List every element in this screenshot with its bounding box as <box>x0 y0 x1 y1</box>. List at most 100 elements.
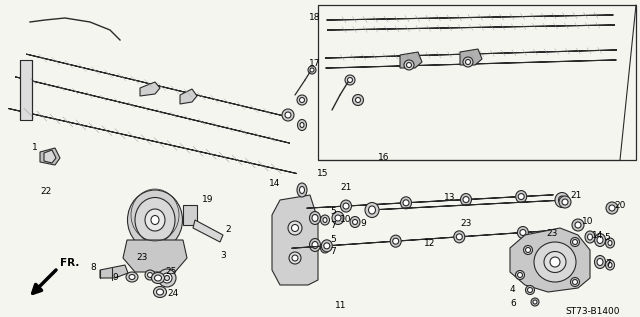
Ellipse shape <box>154 275 161 281</box>
Ellipse shape <box>310 211 321 224</box>
Ellipse shape <box>608 241 612 245</box>
Polygon shape <box>307 195 554 208</box>
Ellipse shape <box>520 230 526 236</box>
Ellipse shape <box>289 252 301 264</box>
Polygon shape <box>367 200 568 210</box>
Ellipse shape <box>324 243 330 249</box>
Ellipse shape <box>605 238 614 248</box>
Ellipse shape <box>154 287 166 297</box>
Text: 7: 7 <box>330 222 336 230</box>
Ellipse shape <box>164 275 170 281</box>
Text: 21: 21 <box>340 184 351 192</box>
Text: 22: 22 <box>40 187 51 197</box>
Ellipse shape <box>300 122 304 127</box>
Ellipse shape <box>456 234 462 240</box>
Text: 24: 24 <box>167 289 179 299</box>
Text: 6: 6 <box>510 299 516 307</box>
Ellipse shape <box>406 62 412 68</box>
Ellipse shape <box>129 275 135 280</box>
Ellipse shape <box>525 286 534 294</box>
Ellipse shape <box>454 231 465 243</box>
Polygon shape <box>180 89 197 104</box>
Ellipse shape <box>312 242 318 249</box>
Ellipse shape <box>588 234 593 240</box>
Text: 5: 5 <box>330 236 336 244</box>
Ellipse shape <box>297 183 307 197</box>
Ellipse shape <box>321 240 332 252</box>
Ellipse shape <box>527 288 532 293</box>
Bar <box>20 60 32 120</box>
Ellipse shape <box>570 237 579 247</box>
Ellipse shape <box>345 75 355 85</box>
Ellipse shape <box>292 255 298 261</box>
Ellipse shape <box>595 256 605 268</box>
Ellipse shape <box>285 112 291 118</box>
Ellipse shape <box>572 219 584 231</box>
Ellipse shape <box>321 215 330 225</box>
Text: 18: 18 <box>308 14 320 23</box>
Ellipse shape <box>312 215 318 222</box>
Ellipse shape <box>465 60 470 64</box>
Polygon shape <box>100 265 128 278</box>
Ellipse shape <box>515 270 525 280</box>
Text: 21: 21 <box>570 191 581 199</box>
Polygon shape <box>326 60 616 68</box>
Ellipse shape <box>321 243 330 253</box>
Text: 5: 5 <box>330 208 336 217</box>
Polygon shape <box>140 82 160 96</box>
Polygon shape <box>291 230 563 248</box>
Ellipse shape <box>550 257 560 267</box>
Text: 23: 23 <box>136 254 148 262</box>
Text: 13: 13 <box>444 193 456 203</box>
Ellipse shape <box>525 248 531 253</box>
Ellipse shape <box>310 238 321 251</box>
Text: 2: 2 <box>225 225 230 235</box>
Ellipse shape <box>348 77 353 82</box>
Ellipse shape <box>323 217 327 223</box>
Ellipse shape <box>282 109 294 121</box>
Ellipse shape <box>463 197 469 203</box>
Bar <box>318 5 636 160</box>
Ellipse shape <box>516 191 527 203</box>
Ellipse shape <box>608 262 612 268</box>
Ellipse shape <box>524 245 532 255</box>
Ellipse shape <box>404 60 414 70</box>
Ellipse shape <box>332 211 344 224</box>
Ellipse shape <box>390 235 401 247</box>
Polygon shape <box>326 15 614 20</box>
Ellipse shape <box>350 217 360 228</box>
Ellipse shape <box>401 197 412 209</box>
Text: ST73-B1400: ST73-B1400 <box>565 307 620 316</box>
Text: 3: 3 <box>220 250 226 260</box>
Polygon shape <box>183 205 197 225</box>
Ellipse shape <box>365 203 379 217</box>
Ellipse shape <box>534 242 576 282</box>
Ellipse shape <box>308 66 316 74</box>
Text: 15: 15 <box>317 170 328 178</box>
Ellipse shape <box>152 273 164 283</box>
Text: 14: 14 <box>592 230 604 240</box>
Text: 12: 12 <box>424 238 436 248</box>
Ellipse shape <box>298 120 307 131</box>
Ellipse shape <box>151 216 159 224</box>
Ellipse shape <box>300 98 305 102</box>
Polygon shape <box>510 228 590 292</box>
Polygon shape <box>8 108 297 173</box>
Ellipse shape <box>145 209 165 231</box>
Text: 19: 19 <box>202 196 214 204</box>
Polygon shape <box>272 195 318 285</box>
Ellipse shape <box>531 298 539 306</box>
Polygon shape <box>15 77 290 143</box>
Ellipse shape <box>335 215 341 221</box>
Text: 4: 4 <box>509 286 515 294</box>
Text: 25: 25 <box>165 268 177 276</box>
Polygon shape <box>325 50 617 58</box>
Ellipse shape <box>127 190 182 250</box>
Ellipse shape <box>595 234 605 247</box>
Ellipse shape <box>393 238 399 244</box>
Text: 17: 17 <box>308 59 320 68</box>
Text: 20: 20 <box>614 202 625 210</box>
Ellipse shape <box>353 94 364 106</box>
Ellipse shape <box>544 251 566 273</box>
Polygon shape <box>193 220 223 242</box>
